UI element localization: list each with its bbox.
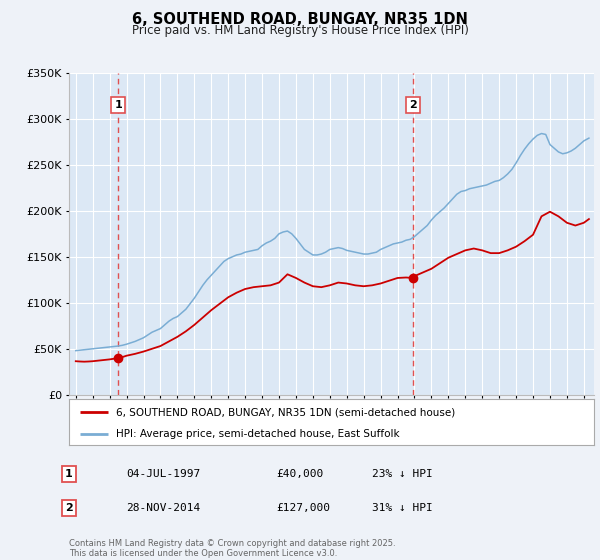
Text: £127,000: £127,000 bbox=[276, 503, 330, 513]
Text: £40,000: £40,000 bbox=[276, 469, 323, 479]
Text: 6, SOUTHEND ROAD, BUNGAY, NR35 1DN: 6, SOUTHEND ROAD, BUNGAY, NR35 1DN bbox=[132, 12, 468, 27]
Text: 04-JUL-1997: 04-JUL-1997 bbox=[126, 469, 200, 479]
Text: 28-NOV-2014: 28-NOV-2014 bbox=[126, 503, 200, 513]
Text: 1: 1 bbox=[114, 100, 122, 110]
Text: 1: 1 bbox=[65, 469, 73, 479]
Text: 6, SOUTHEND ROAD, BUNGAY, NR35 1DN (semi-detached house): 6, SOUTHEND ROAD, BUNGAY, NR35 1DN (semi… bbox=[116, 407, 455, 417]
Text: 23% ↓ HPI: 23% ↓ HPI bbox=[372, 469, 433, 479]
Text: Contains HM Land Registry data © Crown copyright and database right 2025.
This d: Contains HM Land Registry data © Crown c… bbox=[69, 539, 395, 558]
Text: 2: 2 bbox=[65, 503, 73, 513]
Text: 31% ↓ HPI: 31% ↓ HPI bbox=[372, 503, 433, 513]
Text: 2: 2 bbox=[409, 100, 417, 110]
Text: HPI: Average price, semi-detached house, East Suffolk: HPI: Average price, semi-detached house,… bbox=[116, 429, 400, 438]
Text: Price paid vs. HM Land Registry's House Price Index (HPI): Price paid vs. HM Land Registry's House … bbox=[131, 24, 469, 36]
